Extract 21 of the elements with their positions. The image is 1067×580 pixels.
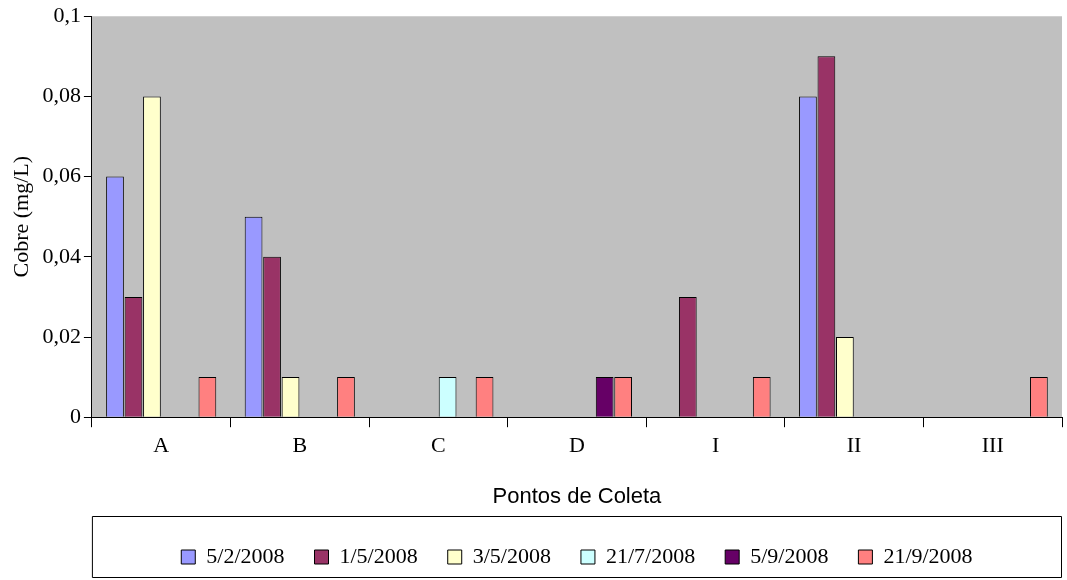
x-tick-label: D bbox=[569, 432, 585, 458]
y-tick-label: 0 bbox=[69, 402, 81, 428]
legend-label: 5/2/2008 bbox=[206, 542, 285, 568]
y-axis-title: Cobre (mg/L) bbox=[7, 155, 33, 278]
y-tick-label: 0,02 bbox=[42, 322, 81, 348]
legend-label: 3/5/2008 bbox=[472, 542, 551, 568]
x-tick-label: C bbox=[431, 432, 446, 458]
y-tick-label: 0,08 bbox=[42, 82, 81, 108]
legend-label: 1/5/2008 bbox=[339, 542, 418, 568]
y-tick-label: 0,04 bbox=[42, 242, 81, 268]
legend-label: 5/9/2008 bbox=[750, 542, 829, 568]
x-tick-label: III bbox=[981, 432, 1004, 458]
y-tick-label: 0,06 bbox=[42, 162, 81, 188]
legend-label: 21/9/2008 bbox=[883, 542, 973, 568]
x-tick-label: B bbox=[292, 432, 308, 458]
y-tick-label: 0,1 bbox=[53, 1, 81, 27]
x-axis-title: Pontos de Coleta bbox=[492, 482, 663, 508]
x-tick-label: I bbox=[711, 432, 720, 458]
legend-label: 21/7/2008 bbox=[605, 542, 696, 568]
x-tick-label: II bbox=[846, 432, 862, 458]
x-tick-label: A bbox=[153, 432, 170, 458]
